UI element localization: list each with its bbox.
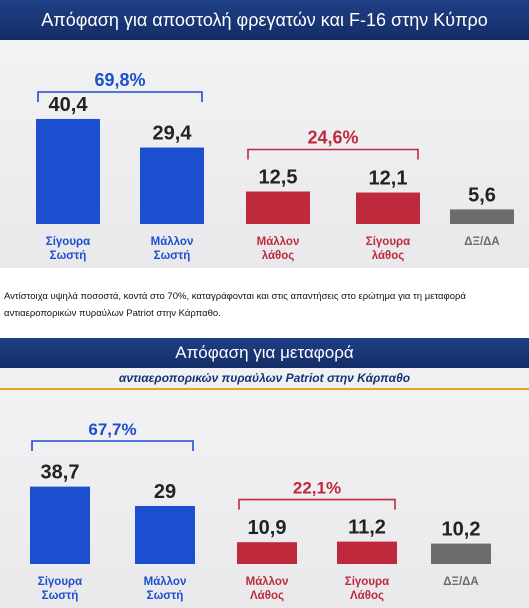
bar (246, 191, 310, 224)
bar-value-label: 10,9 (248, 517, 287, 539)
category-label: Σίγουρα (46, 236, 90, 248)
bar (140, 147, 204, 224)
bar-chart-patriot: 38,7 Σίγουρα Σωστή 29 Μάλλον Σωστή 10,9 Μάλλον Λ… (30, 420, 491, 602)
category-label: Μάλλον (144, 576, 187, 588)
chart-title: Απόφαση για αποστολή φρεγατών και F-16 σ… (0, 0, 529, 40)
chart-title: Απόφαση για μεταφορά (0, 338, 529, 368)
bar-chart-frigates: 40,4 Σίγουρα Σωστή 29,4 Μάλλον Σωστή 12,5 Μάλλο… (36, 70, 514, 262)
category-label: Σωστή (154, 250, 191, 262)
bar-value-label: 5,6 (468, 184, 496, 206)
group-bracket (37, 91, 203, 102)
bar (431, 543, 491, 564)
category-label: ΔΞ/ΔΑ (443, 576, 478, 588)
group-bracket (247, 148, 419, 160)
bar-value-label: 29,4 (153, 123, 193, 145)
bar-value-label: 12,1 (369, 168, 408, 190)
bar (135, 506, 195, 564)
group-total-label: 24,6% (307, 128, 358, 148)
category-label: Σωστή (50, 250, 87, 262)
bar (237, 542, 297, 564)
category-label: Σίγουρα (345, 576, 389, 588)
category-label: λάθος (372, 250, 405, 262)
bar-value-label: 10,2 (442, 519, 481, 541)
group-bracket (238, 498, 396, 510)
bar-value-label: 40,4 (49, 94, 89, 116)
category-label: Σίγουρα (366, 236, 410, 248)
category-label: Μάλλον (257, 236, 300, 248)
category-label: Μάλλον (246, 576, 289, 588)
group-total-label: 69,8% (94, 70, 145, 90)
group-total-label: 22,1% (293, 479, 341, 498)
bar (30, 486, 90, 564)
bar (356, 192, 420, 224)
bar-value-label: 38,7 (41, 462, 80, 484)
group-bracket (31, 440, 194, 451)
chart-panel-frigates: Απόφαση για αποστολή φρεγατών και F-16 σ… (0, 0, 529, 268)
category-label: λάθος (262, 250, 295, 262)
bar (36, 118, 100, 224)
category-label: Σίγουρα (38, 576, 82, 588)
category-label: Σωστή (42, 590, 79, 602)
group-total-label: 67,7% (88, 420, 136, 439)
bar (450, 209, 514, 224)
category-label: ΔΞ/ΔΑ (464, 236, 499, 248)
category-label: Μάλλον (151, 236, 194, 248)
bar (337, 541, 397, 564)
category-label: Λάθος (250, 590, 284, 602)
bar-value-label: 11,2 (348, 517, 386, 539)
bar-value-label: 12,5 (259, 167, 298, 189)
chart-panel-patriot: Απόφαση για μεταφορά αντιαεροπορικών πυρ… (0, 338, 529, 608)
bar-value-label: 29 (154, 481, 176, 503)
category-label: Σωστή (147, 590, 184, 602)
article-caption: Αντίστοιχα υψηλά ποσοστά, κοντά στο 70%,… (4, 291, 466, 319)
category-label: Λάθος (350, 590, 384, 602)
chart-subtitle: αντιαεροπορικών πυραύλων Patriot στην Κά… (0, 368, 529, 390)
